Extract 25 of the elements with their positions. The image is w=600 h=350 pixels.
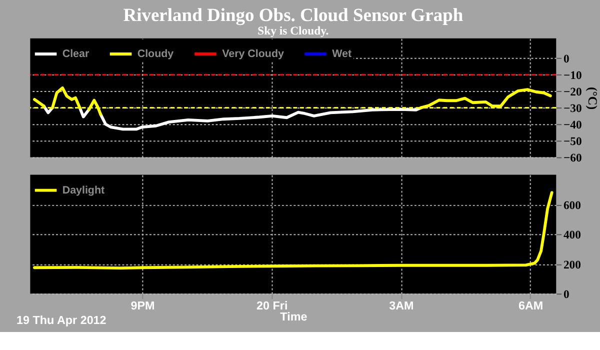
legend-label: Daylight bbox=[62, 184, 105, 196]
legend-label: Wet bbox=[332, 48, 352, 60]
y-tick-label: −50 bbox=[563, 135, 582, 148]
y-tick-label: 400 bbox=[563, 228, 582, 242]
text: 19 Thu Apr 2012 bbox=[16, 314, 107, 327]
legend-label: Cloudy bbox=[137, 48, 174, 60]
legend-label: Clear bbox=[62, 48, 90, 60]
x-tick-label: 3AM bbox=[389, 300, 414, 313]
x-tick-label: 9PM bbox=[130, 300, 155, 313]
y-tick-label: 200 bbox=[563, 258, 582, 272]
x-tick-label: 20 Fri bbox=[256, 300, 288, 313]
y-tick-label: 0 bbox=[563, 288, 570, 301]
legend-label: Very Cloudy bbox=[222, 48, 284, 60]
y-axis-title: (°C) bbox=[586, 86, 600, 110]
x-axis-title: Time bbox=[280, 310, 308, 324]
y-tick-label: −40 bbox=[563, 118, 582, 132]
y-tick-label: −30 bbox=[563, 102, 582, 116]
chart-title: Riverland Dingo Obs. Cloud Sensor Graph bbox=[123, 6, 464, 26]
x-tick-label: 6AM bbox=[518, 300, 544, 313]
y-tick-label: −10 bbox=[563, 69, 582, 82]
y-tick-label: 600 bbox=[563, 198, 582, 212]
chart-subtitle: Sky is Cloudy. bbox=[258, 24, 329, 38]
y-tick-label: −20 bbox=[563, 86, 582, 99]
y-tick-label: 0 bbox=[563, 52, 570, 66]
y-tick-label: −60 bbox=[563, 152, 582, 165]
